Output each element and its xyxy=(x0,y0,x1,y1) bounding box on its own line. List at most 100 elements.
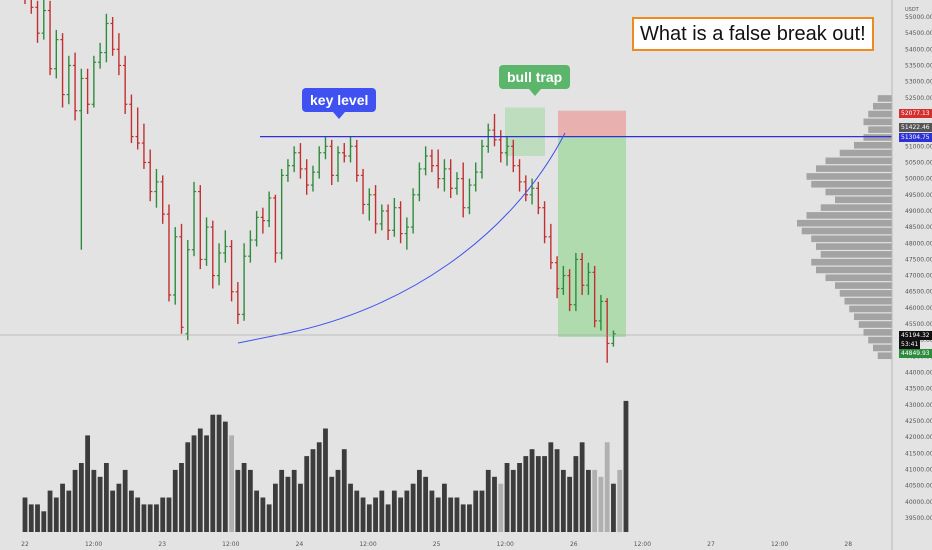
price-tick-label: 44000.00 xyxy=(905,370,932,377)
volume-profile-bar xyxy=(839,149,892,157)
candle xyxy=(579,252,585,295)
candle xyxy=(342,143,347,163)
candle xyxy=(385,204,391,241)
candle xyxy=(166,204,172,302)
price-tick-label: 41000.00 xyxy=(905,467,932,474)
target-zone xyxy=(558,136,626,337)
volume-bar xyxy=(141,504,147,532)
candle xyxy=(498,130,503,163)
price-tick-label: 54500.00 xyxy=(905,30,932,37)
candle xyxy=(548,223,554,270)
candle xyxy=(354,139,359,182)
candle xyxy=(529,178,535,205)
volume-bar xyxy=(592,469,598,532)
candle xyxy=(604,298,610,363)
volume-profile-bar xyxy=(854,141,892,149)
countdown-label: 53:41 xyxy=(899,340,921,349)
volume-bar xyxy=(391,490,397,532)
candle xyxy=(404,217,410,250)
volume-bar xyxy=(473,490,479,532)
candle xyxy=(173,227,178,305)
volume-profile-bar xyxy=(877,95,892,102)
candle xyxy=(304,159,309,195)
candle xyxy=(191,181,197,257)
volume-bar xyxy=(604,442,610,532)
candle xyxy=(317,146,322,179)
volume-bar xyxy=(498,483,504,532)
key-level-price-label: 51304.75 xyxy=(899,133,932,142)
volume-profile-bar xyxy=(873,344,892,352)
candle xyxy=(379,204,385,231)
volume-bar xyxy=(291,469,297,532)
candle xyxy=(467,178,472,215)
volume-profile-bar xyxy=(868,110,892,118)
candle xyxy=(66,55,72,105)
candle xyxy=(561,265,566,295)
candle xyxy=(91,55,97,108)
time-tick-label: 24 xyxy=(296,541,304,548)
candle xyxy=(517,159,522,192)
last-price-label: 45194.32 xyxy=(899,331,932,340)
candle xyxy=(542,201,547,244)
price-tick-label: 46000.00 xyxy=(905,305,932,312)
volume-bar xyxy=(560,469,566,532)
volume-profile-bar xyxy=(863,134,892,141)
candle xyxy=(573,252,579,312)
volume-bar xyxy=(273,483,278,532)
price-tick-label: 41500.00 xyxy=(905,450,932,457)
time-axis[interactable]: 22 12:00 23 12:00 24 12:00 25 12:00 26 12:00 27 12:… xyxy=(21,541,852,548)
volume-bar xyxy=(210,414,216,532)
candle xyxy=(110,17,115,56)
volume-bar xyxy=(304,456,310,532)
volume-profile-bar xyxy=(811,235,892,243)
volume-bar xyxy=(373,497,378,532)
volume-bar xyxy=(72,469,78,532)
candle xyxy=(448,159,453,199)
price-axis[interactable]: 55000.00 54500.00 54000.00 53500.00 53000.00… xyxy=(905,14,932,522)
candle xyxy=(461,162,466,218)
volume-bar xyxy=(348,483,353,532)
volume-bar xyxy=(548,442,554,532)
candle xyxy=(260,207,266,234)
volume-profile-bar xyxy=(873,102,892,110)
volume-bar xyxy=(404,490,410,532)
volume-bar xyxy=(191,435,197,532)
candle xyxy=(335,146,341,182)
key-level-upper-label: 51422.46 xyxy=(899,123,932,132)
volume-profile-bar xyxy=(806,212,892,219)
volume-profile-bar xyxy=(863,329,892,336)
volume-bar xyxy=(341,449,347,532)
candle xyxy=(329,139,334,186)
volume-bar xyxy=(254,490,260,532)
price-tick-label: 54000.00 xyxy=(905,46,932,53)
price-tick-label: 48000.00 xyxy=(905,240,932,247)
price-tick-label: 40000.00 xyxy=(905,499,932,506)
candle xyxy=(360,168,366,215)
time-tick-label: 12:00 xyxy=(85,541,102,548)
volume-bar xyxy=(448,497,454,532)
volume-profile-bar xyxy=(816,243,892,250)
volume-profile-bar xyxy=(835,196,892,204)
candle xyxy=(235,282,241,325)
volume-profile-bar xyxy=(811,258,892,266)
volume-bar xyxy=(241,463,247,532)
price-tick-label: 49000.00 xyxy=(905,208,932,215)
price-tick-label: 53000.00 xyxy=(905,79,932,86)
volume-bar xyxy=(185,442,191,532)
candle xyxy=(229,240,234,302)
candle xyxy=(323,136,328,160)
price-tick-label: 47500.00 xyxy=(905,256,932,263)
candle xyxy=(154,168,159,208)
volume-bar xyxy=(166,497,172,532)
candle xyxy=(392,198,397,237)
volume-bar xyxy=(467,504,472,532)
time-tick-label: 22 xyxy=(21,541,29,548)
candle xyxy=(410,188,416,234)
volume-bar xyxy=(354,490,360,532)
volume-bar xyxy=(66,490,72,532)
price-tick-label: 39500.00 xyxy=(905,515,932,522)
candle xyxy=(204,217,209,266)
volume-bar xyxy=(423,476,429,532)
volume-bar xyxy=(235,469,241,532)
